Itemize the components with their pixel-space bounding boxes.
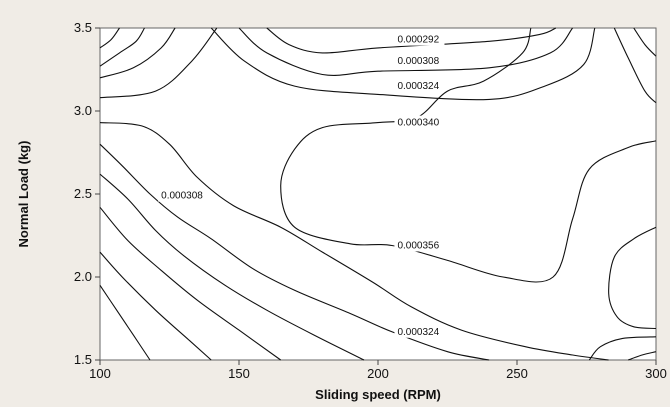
x-tick-label: 150 [228,366,250,381]
contour-line-11 [99,143,490,361]
contour-line-14 [99,251,212,361]
contour-line-17 [633,27,657,57]
contour-line-7 [210,27,596,101]
contour-lines [99,27,657,361]
contour-label-bg [158,188,209,202]
contour-line-8 [99,122,609,361]
y-axis: 1.5 2.0 2.5 3.0 3.5 [74,20,100,367]
contour-label: 0.000308 [161,191,203,202]
y-tick-label: 1.5 [74,352,92,367]
x-axis-title: Sliding speed (RPM) [315,387,441,402]
contour-line-13 [99,206,282,361]
contour-line-5 [266,27,557,54]
contour-label: 0.000324 [397,327,439,338]
contour-line-6 [238,27,574,76]
contour-line-9 [280,27,657,283]
y-tick-label: 2.5 [74,186,92,201]
contour-line-15 [99,284,151,361]
contour-label-bg [394,32,445,46]
contour-label-bg [394,54,445,68]
contour-line-18 [588,336,657,361]
contour-line-1 [99,27,120,49]
x-axis: 100 150 200 250 300 [89,360,667,381]
contour-line-3 [99,27,176,79]
y-tick-label: 3.5 [74,20,92,35]
contour-label-bg [394,79,445,93]
contour-line-4 [99,27,218,99]
y-tick-label: 2.0 [74,269,92,284]
contour-label-bg [394,238,445,252]
x-tick-label: 300 [645,366,667,381]
x-tick-label: 200 [367,366,389,381]
contour-label: 0.000292 [397,35,439,46]
contour-labels: 0.000292 0.000308 0.000324 0.000340 0.000308… [158,32,445,338]
contour-line-19 [628,351,657,361]
contour-line-2 [99,27,145,67]
contour-label: 0.000324 [397,81,439,92]
contour-label: 0.000340 [397,118,439,129]
contour-line-12 [99,173,365,361]
x-tick-label: 250 [506,366,528,381]
contour-label-bg [394,115,445,129]
contour-line-16 [613,27,657,104]
y-axis-title: Normal Load (kg) [16,141,31,248]
contour-line-10 [608,226,657,330]
x-tick-label: 100 [89,366,111,381]
y-tick-label: 3.0 [74,103,92,118]
contour-label: 0.000356 [397,240,439,251]
contour-label: 0.000308 [397,56,439,67]
contour-label-bg [394,324,445,338]
